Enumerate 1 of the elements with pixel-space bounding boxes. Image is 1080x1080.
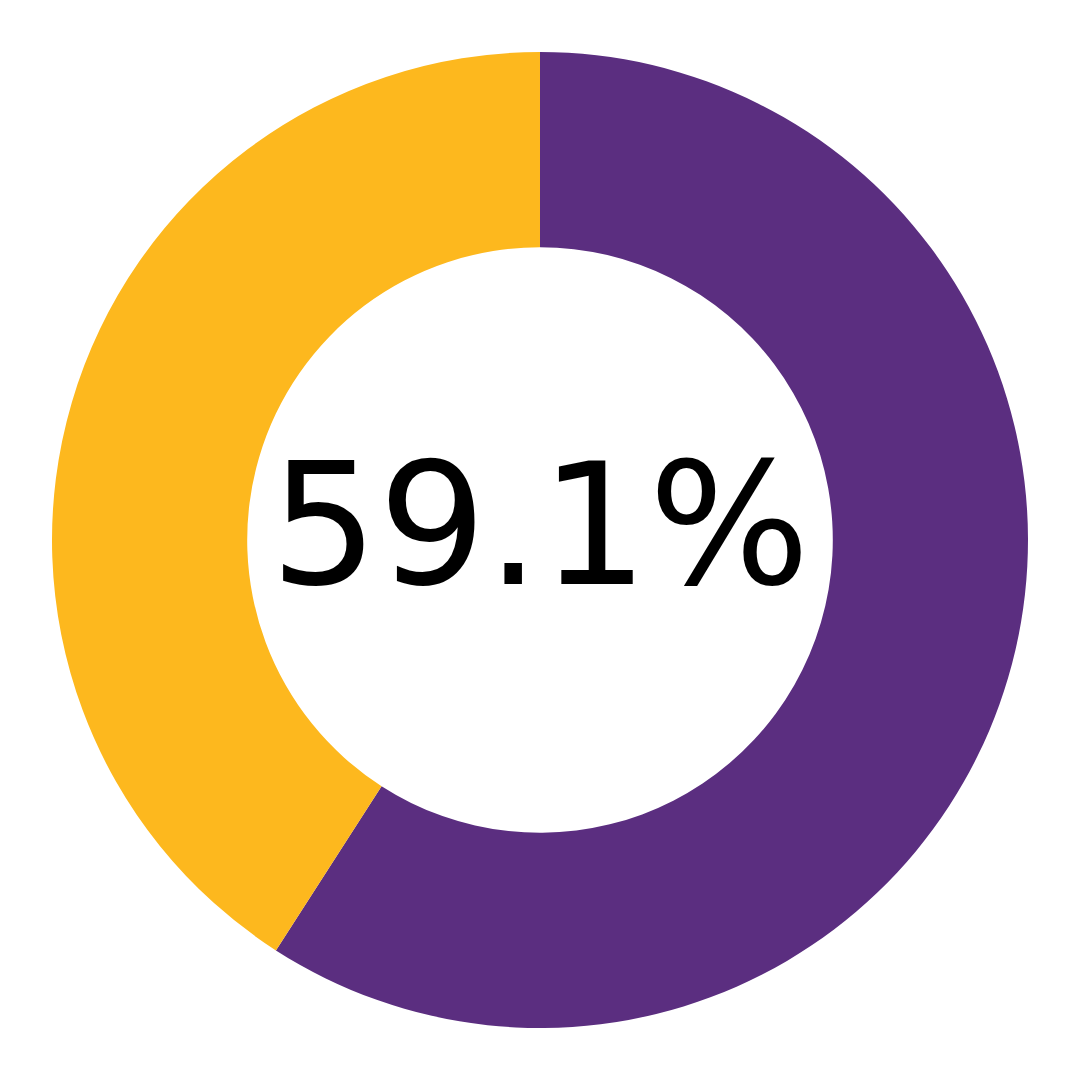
data-label: 59.1% bbox=[269, 426, 811, 625]
